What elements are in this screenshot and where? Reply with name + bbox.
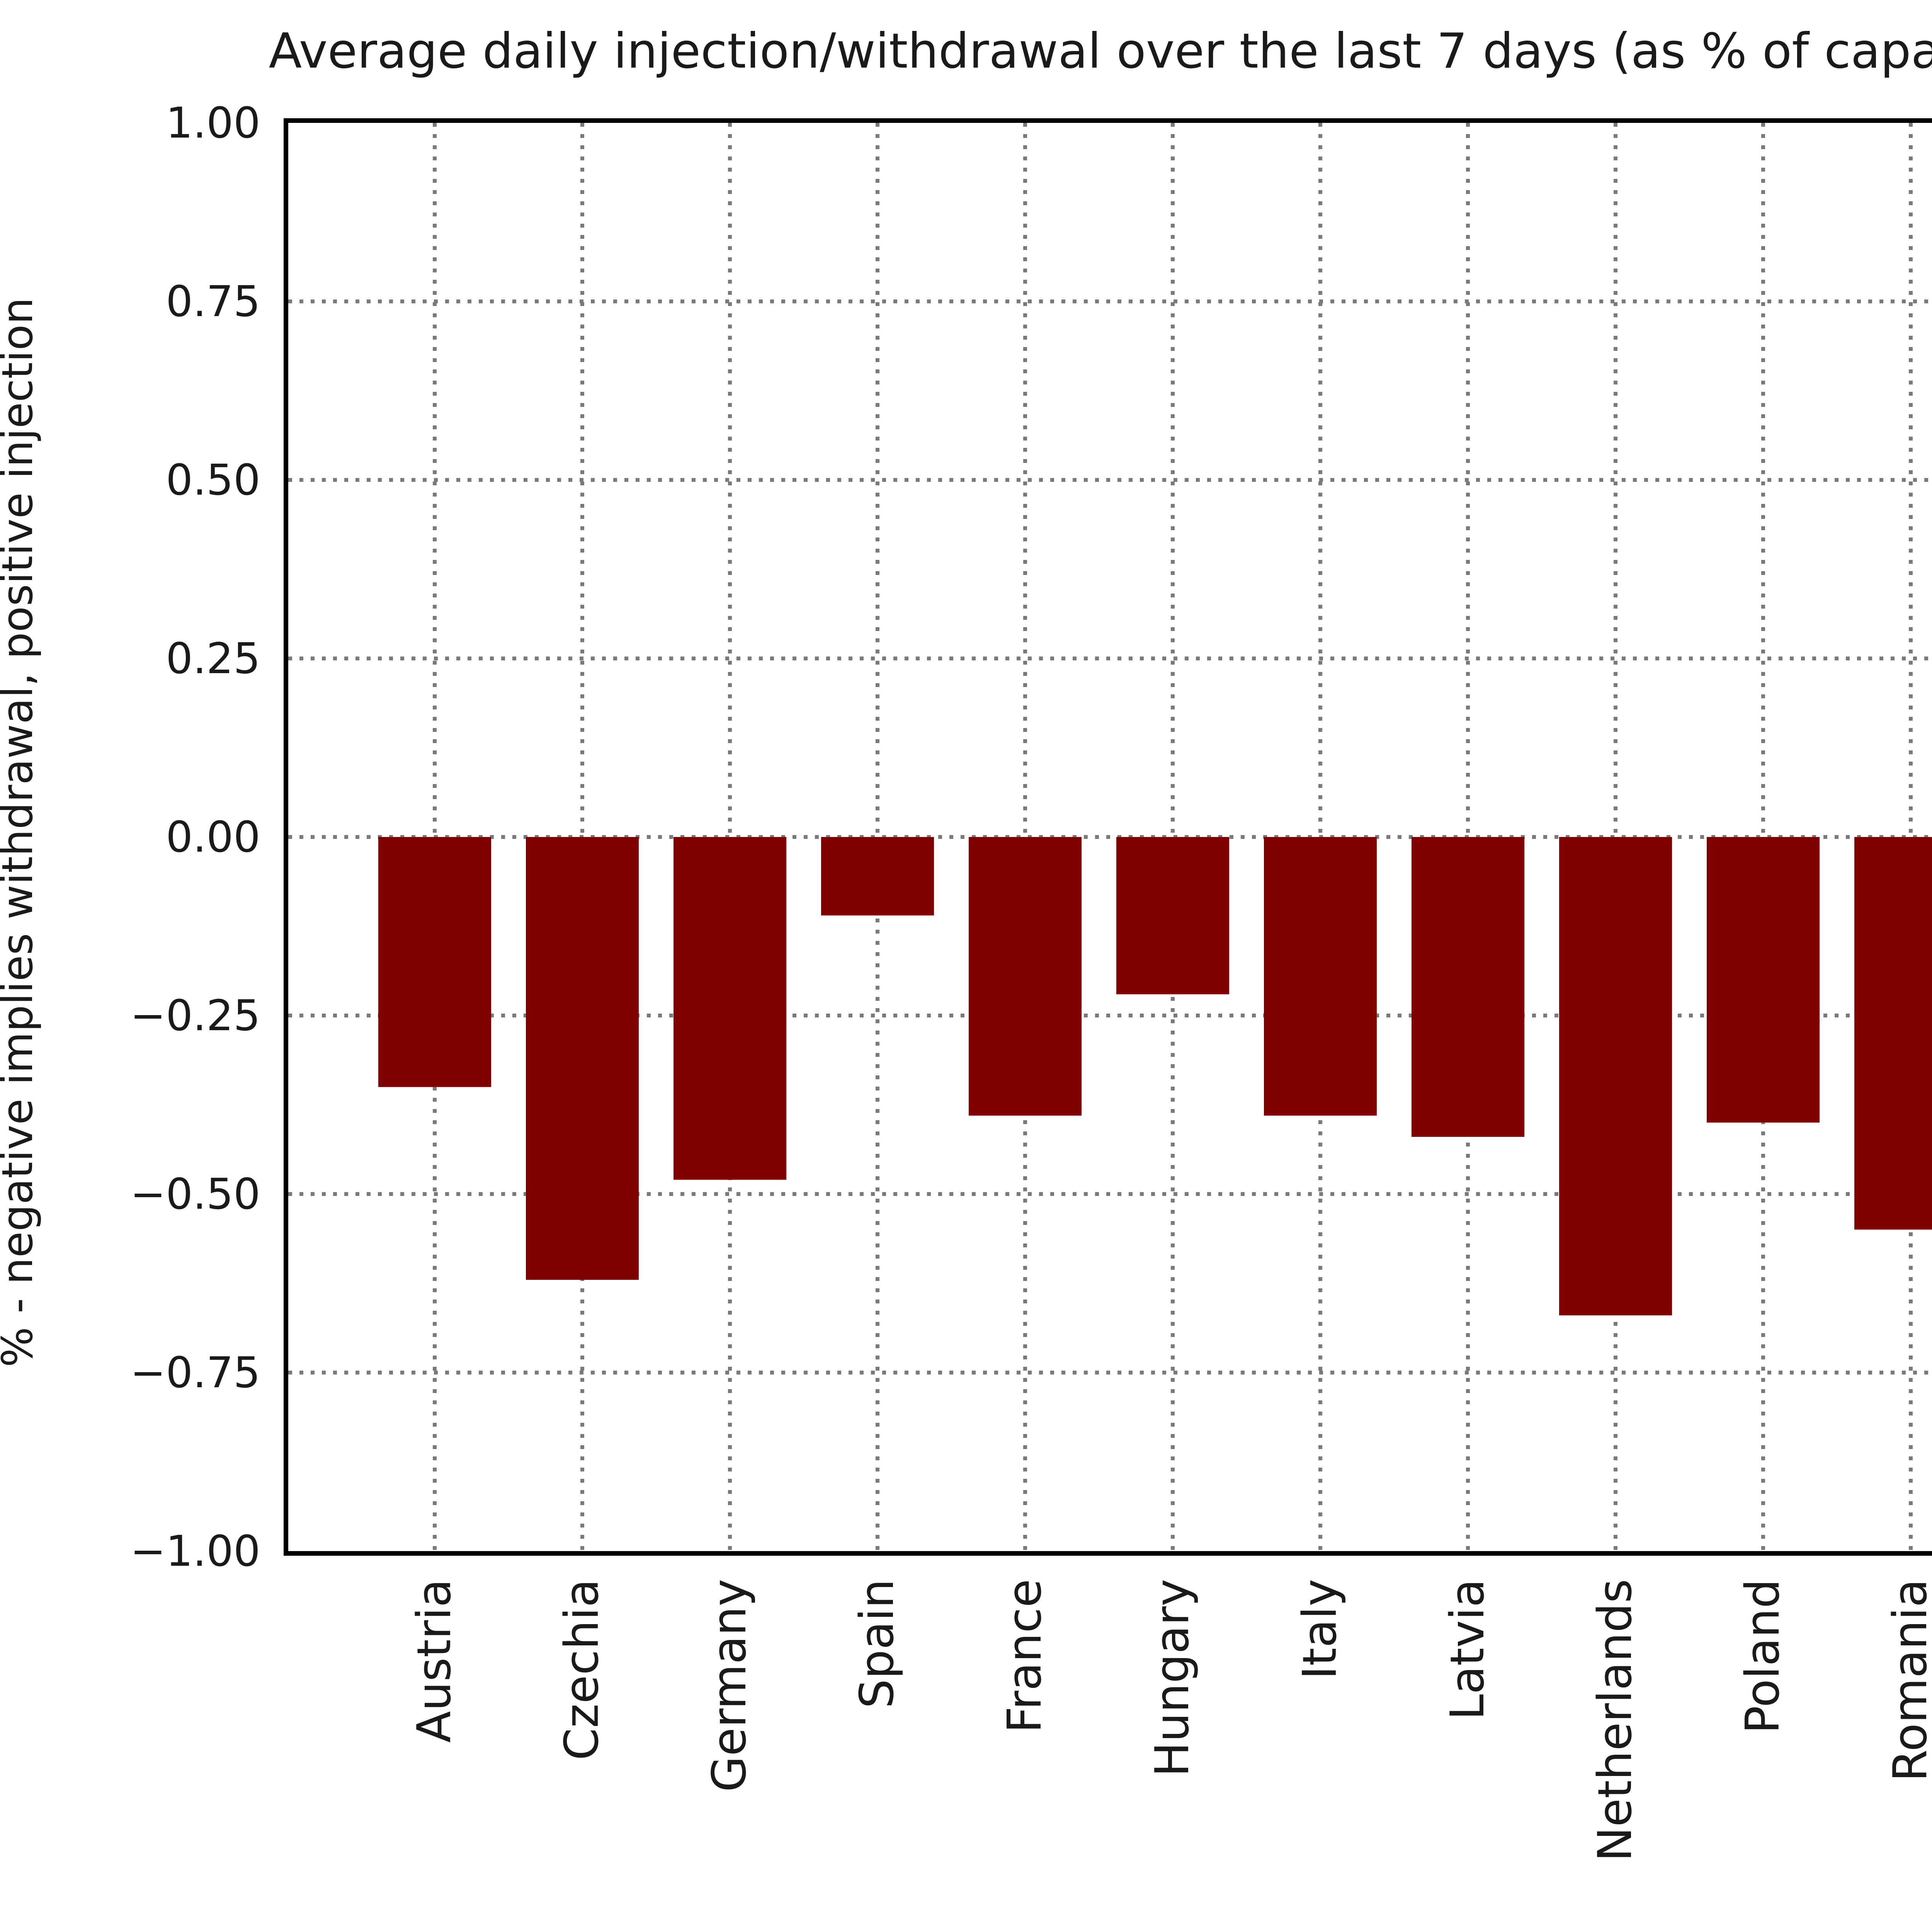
y-tick-label: −1.00 xyxy=(130,1526,260,1576)
bar-spain xyxy=(821,837,934,916)
h-gridline xyxy=(288,835,1932,839)
h-gridline xyxy=(288,1014,1932,1017)
y-tick-label: 0.00 xyxy=(166,812,260,862)
x-tick-label-romania: Romania xyxy=(1884,1579,1932,1782)
x-tick-label-austria: Austria xyxy=(408,1579,461,1743)
x-tick-label-germany: Germany xyxy=(703,1579,757,1792)
x-tick-label-poland: Poland xyxy=(1736,1579,1790,1734)
y-tick-label: 0.75 xyxy=(166,277,260,326)
plot-area xyxy=(284,118,1932,1556)
h-gridline xyxy=(288,657,1932,660)
chart-title: Average daily injection/withdrawal over … xyxy=(269,23,1932,79)
y-tick-label: −0.50 xyxy=(130,1169,260,1219)
y-tick-label: 0.50 xyxy=(166,455,260,505)
h-gridline xyxy=(288,478,1932,482)
bar-italy xyxy=(1264,837,1377,1116)
y-tick-label: −0.75 xyxy=(130,1348,260,1397)
x-tick-label-czechia: Czechia xyxy=(555,1579,609,1761)
bar-germany xyxy=(673,837,786,1180)
bar-hungary xyxy=(1116,837,1229,994)
bar-poland xyxy=(1707,837,1820,1123)
h-gridline xyxy=(288,299,1932,303)
x-tick-label-hungary: Hungary xyxy=(1146,1579,1199,1777)
bar-latvia xyxy=(1412,837,1524,1137)
y-axis-label-text: % - negative implies withdrawal, positiv… xyxy=(0,297,42,1368)
y-tick-label: −0.25 xyxy=(130,991,260,1040)
x-tick-label-italy: Italy xyxy=(1293,1579,1347,1680)
bar-czechia xyxy=(526,837,639,1280)
y-tick-label: 1.00 xyxy=(166,98,260,148)
bar-france xyxy=(969,837,1082,1116)
x-tick-label-netherlands: Netherlands xyxy=(1588,1579,1642,1862)
bar-netherlands xyxy=(1559,837,1672,1316)
y-tick-label: 0.25 xyxy=(166,634,260,683)
x-tick-label-latvia: Latvia xyxy=(1441,1579,1495,1720)
x-tick-label-france: France xyxy=(998,1579,1052,1733)
x-tick-label-spain: Spain xyxy=(850,1579,904,1709)
bar-austria xyxy=(378,837,491,1087)
h-gridline xyxy=(288,1192,1932,1196)
h-gridline xyxy=(288,1371,1932,1374)
bar-romania xyxy=(1854,837,1932,1230)
